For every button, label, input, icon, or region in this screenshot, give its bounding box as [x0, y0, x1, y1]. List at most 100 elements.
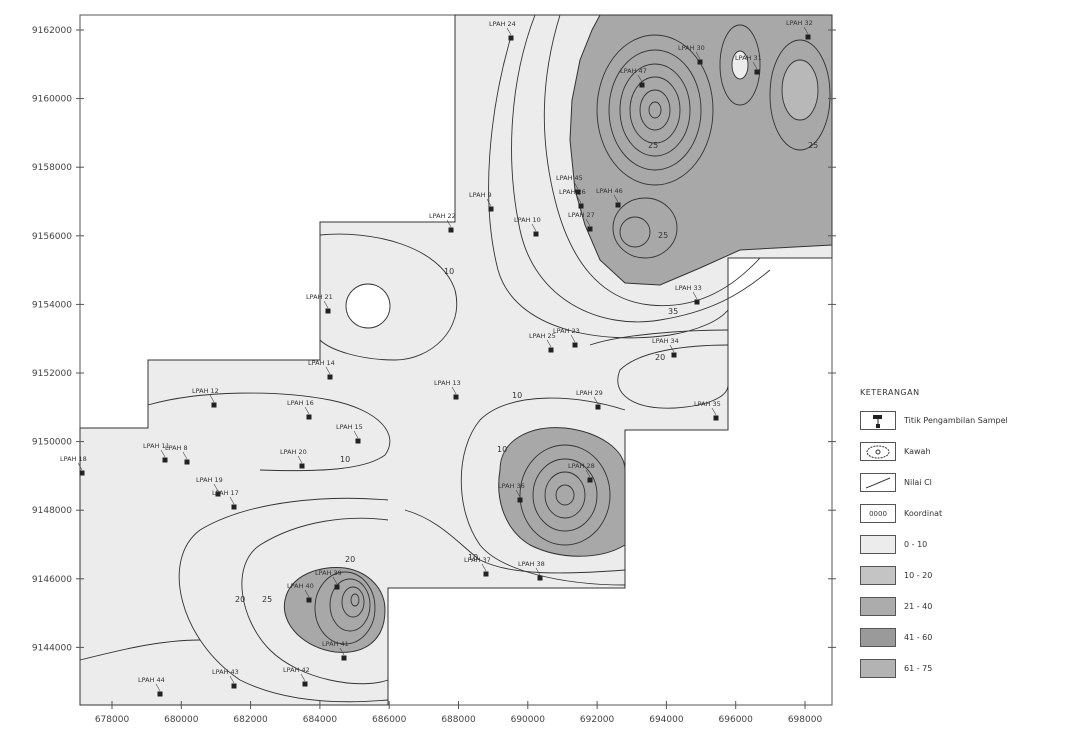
sample-point-leader — [229, 675, 235, 684]
y-tick-label: 9158000 — [32, 163, 72, 173]
y-tick-label: 9154000 — [32, 300, 72, 310]
sample-point-label: LPAH 8 — [165, 444, 188, 452]
x-tick-label: 696000 — [719, 715, 754, 725]
ne-contour — [608, 49, 702, 171]
legend-item: 10 - 20 — [860, 560, 1065, 591]
sample-point-leader — [637, 74, 643, 83]
sample-point-label: LPAH 30 — [678, 44, 705, 52]
sample-point-marker — [615, 202, 621, 208]
sample-point-label: LPAH 31 — [735, 54, 762, 62]
sample-point: LPAH 26 — [559, 188, 586, 209]
sample-point-label: LPAH 42 — [283, 666, 310, 674]
legend-label: Nilai Cl — [904, 478, 932, 487]
sample-point-label: LPAH 39 — [315, 569, 342, 577]
sample-point-marker — [157, 691, 163, 697]
legend-symbol-fill — [860, 628, 896, 647]
sample-point-marker — [639, 82, 645, 88]
sample-point-marker — [215, 491, 221, 497]
sample-point-label: LPAH 20 — [280, 448, 307, 456]
x-tick-label: 694000 — [649, 715, 684, 725]
contour-label: 10 — [468, 553, 478, 562]
sample-point-label: LPAH 17 — [212, 489, 239, 497]
legend-label: 61 - 75 — [904, 664, 933, 673]
sample-point-leader — [576, 195, 582, 204]
sample-point: LPAH 33 — [675, 284, 702, 305]
y-tick-label: 9156000 — [32, 232, 72, 242]
y-tick-label: 9152000 — [32, 369, 72, 379]
contour-label: 25 — [658, 231, 668, 240]
sample-point-marker — [572, 342, 578, 348]
legend-label: 0 - 10 — [904, 540, 928, 549]
center-contour — [555, 484, 575, 506]
x-tick-label: 682000 — [233, 715, 268, 725]
sample-point-leader — [593, 396, 599, 405]
sample-point: LPAH 14 — [308, 359, 335, 380]
sample-point-leader — [297, 455, 303, 464]
sample-point-marker — [355, 438, 361, 444]
sample-point-marker — [537, 575, 543, 581]
sample-point: LPAH 19 — [196, 476, 223, 497]
sample-point-marker — [517, 497, 523, 503]
sample-point-marker — [306, 597, 312, 603]
sample-point-leader — [613, 194, 619, 203]
legend-label: 21 - 40 — [904, 602, 933, 611]
sample-point-marker — [79, 470, 85, 476]
contour-label: 10 — [340, 455, 350, 464]
sw-high-zone — [283, 566, 386, 653]
legend-symbol-crater — [860, 442, 896, 461]
sample-point-marker — [587, 226, 593, 232]
contour-line — [460, 397, 626, 586]
sample-point-marker — [184, 459, 190, 465]
sample-point-leader — [573, 181, 579, 190]
sample-point: LPAH 16 — [287, 399, 314, 420]
legend-item: 41 - 60 — [860, 622, 1065, 653]
x-tick-label: 692000 — [580, 715, 615, 725]
sample-point-label: LPAH 18 — [60, 455, 87, 463]
sample-point-label: LPAH 15 — [336, 423, 363, 431]
sample-point: LPAH 21 — [306, 293, 333, 314]
sample-point: LPAH 8 — [165, 444, 190, 465]
ne-contour — [619, 216, 651, 248]
sample-point-label: LPAH 38 — [518, 560, 545, 568]
sample-point-marker — [575, 189, 581, 195]
sample-point: LPAH 30 — [678, 44, 705, 65]
center-contour — [519, 444, 611, 546]
sample-point-marker — [299, 463, 305, 469]
sample-point-marker — [453, 394, 459, 400]
sample-point-leader — [585, 469, 591, 478]
sample-point-leader — [711, 407, 717, 416]
sample-point: LPAH 38 — [518, 560, 545, 581]
legend-symbol-sample-point — [860, 411, 896, 430]
contour-label: 25 — [648, 141, 658, 150]
contour-label: 25 — [262, 595, 272, 604]
sample-point: LPAH 10 — [514, 216, 541, 237]
sample-point-label: LPAH 22 — [429, 212, 456, 220]
sample-point-marker — [694, 299, 700, 305]
legend-item: 21 - 40 — [860, 591, 1065, 622]
sample-point-label: LPAH 25 — [529, 332, 556, 340]
legend-item: Titik Pengambilan Sampel — [860, 405, 1065, 436]
sample-point: LPAH 45 — [556, 174, 583, 195]
ne-contour — [639, 89, 671, 131]
ne-contour — [769, 39, 831, 151]
sample-point-label: LPAH 23 — [553, 327, 580, 335]
sample-point-leader — [752, 61, 758, 70]
sample-point-leader — [803, 26, 809, 35]
sample-point: LPAH 32 — [786, 19, 813, 40]
sample-point-leader — [535, 567, 541, 576]
sample-point-marker — [162, 457, 168, 463]
contour-label: 20 — [235, 595, 245, 604]
sample-point: LPAH 23 — [553, 327, 580, 348]
contour-line — [589, 329, 729, 346]
legend-label: Kawah — [904, 447, 931, 456]
contour-labels: 10 25 25 10 25 20 10 10 20 35 25 10 20 — [235, 141, 818, 604]
sample-point: LPAH 39 — [315, 569, 342, 590]
ne-contour — [629, 76, 681, 144]
x-tick-label: 686000 — [372, 715, 407, 725]
sw-contour — [350, 593, 360, 607]
sample-point-leader — [695, 51, 701, 60]
sample-point-marker — [671, 352, 677, 358]
y-tick-label: 9162000 — [32, 26, 72, 36]
sample-point: LPAH 47 — [620, 67, 647, 88]
contour-line — [617, 344, 729, 409]
